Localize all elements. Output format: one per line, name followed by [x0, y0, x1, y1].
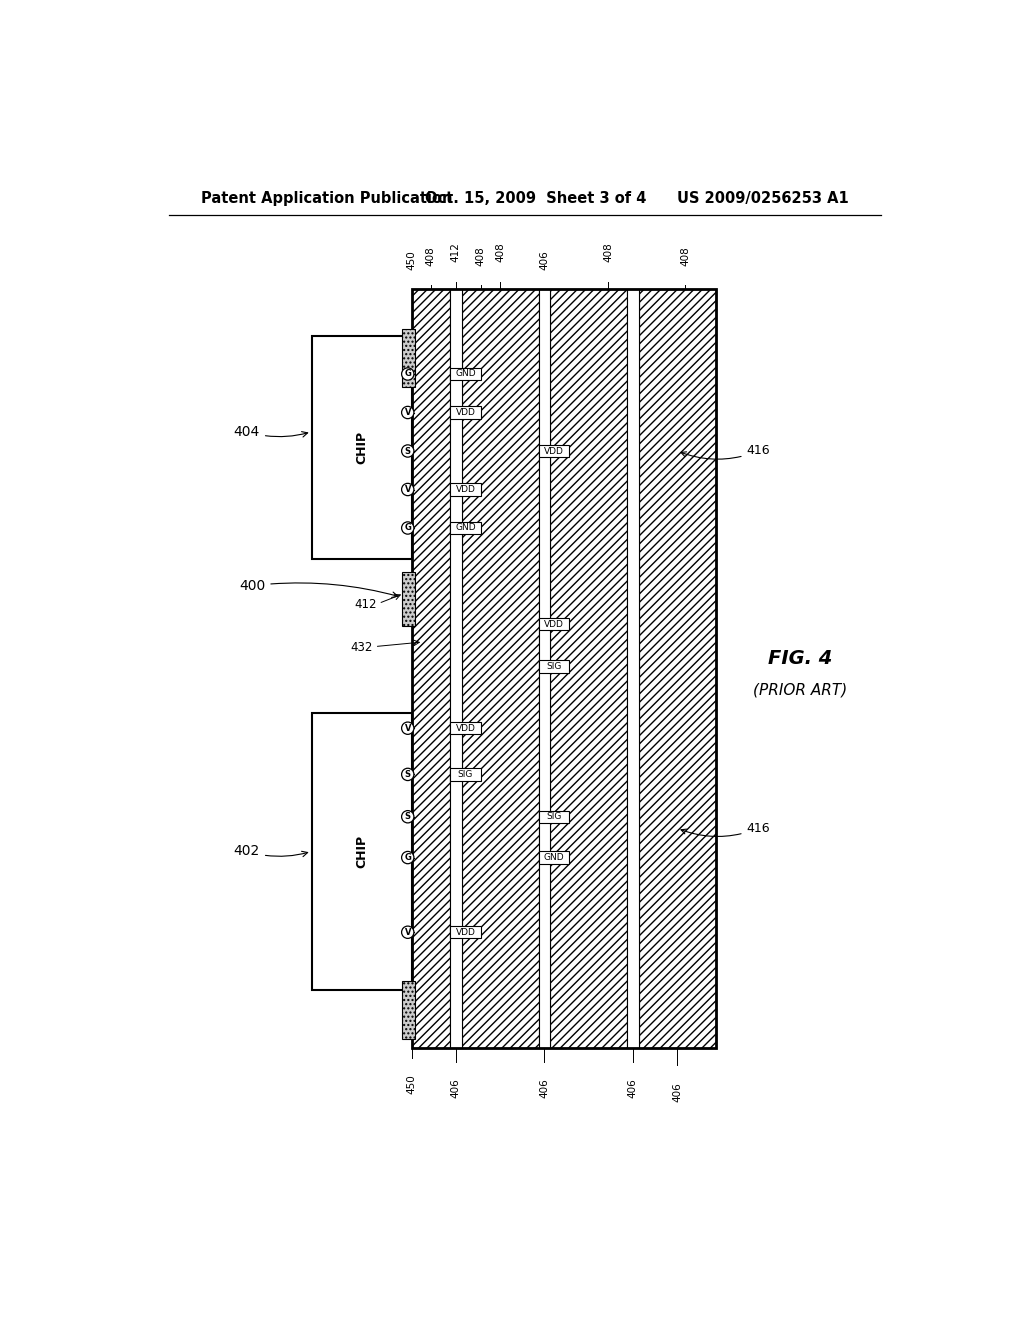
- Bar: [539, 445, 569, 457]
- Bar: [451, 407, 481, 418]
- Text: US 2009/0256253 A1: US 2009/0256253 A1: [677, 191, 849, 206]
- Bar: [451, 289, 462, 1048]
- Text: Oct. 15, 2009  Sheet 3 of 4: Oct. 15, 2009 Sheet 3 of 4: [425, 191, 646, 206]
- Text: 416: 416: [681, 445, 770, 459]
- Text: V: V: [404, 723, 411, 733]
- Circle shape: [401, 483, 414, 495]
- Text: 416: 416: [681, 822, 770, 837]
- Text: (PRIOR ART): (PRIOR ART): [754, 682, 848, 697]
- Bar: [451, 768, 481, 780]
- Bar: [539, 810, 569, 822]
- Text: SIG: SIG: [547, 663, 562, 671]
- Circle shape: [401, 407, 414, 418]
- Bar: [628, 289, 639, 1048]
- Bar: [539, 289, 550, 1048]
- Text: GND: GND: [456, 524, 476, 532]
- Text: VDD: VDD: [456, 408, 475, 417]
- Bar: [451, 521, 481, 535]
- Text: 402: 402: [233, 845, 307, 858]
- Bar: [412, 289, 451, 1048]
- Text: VDD: VDD: [456, 484, 475, 494]
- Bar: [451, 368, 481, 380]
- Text: 450: 450: [407, 251, 417, 271]
- Text: 404: 404: [233, 425, 307, 438]
- Circle shape: [401, 768, 414, 780]
- Bar: [311, 335, 412, 558]
- Bar: [462, 289, 539, 1048]
- Text: V: V: [404, 928, 411, 937]
- Text: Patent Application Publication: Patent Application Publication: [202, 191, 453, 206]
- Text: G: G: [404, 853, 412, 862]
- Text: 412: 412: [354, 598, 377, 611]
- Bar: [451, 722, 481, 734]
- Text: 408: 408: [680, 247, 690, 267]
- Circle shape: [401, 851, 414, 863]
- Bar: [401, 330, 416, 387]
- Bar: [539, 618, 569, 631]
- Text: 408: 408: [496, 243, 505, 263]
- Text: 406: 406: [451, 1078, 461, 1098]
- Text: V: V: [404, 484, 411, 494]
- Text: CHIP: CHIP: [355, 834, 368, 869]
- Bar: [412, 289, 716, 1048]
- Bar: [539, 851, 569, 863]
- Text: S: S: [404, 812, 411, 821]
- Bar: [539, 660, 569, 673]
- Circle shape: [401, 445, 414, 457]
- Text: SIG: SIG: [458, 770, 473, 779]
- Text: FIG. 4: FIG. 4: [768, 649, 833, 668]
- Text: 406: 406: [673, 1082, 682, 1102]
- Text: 408: 408: [603, 243, 613, 263]
- Text: VDD: VDD: [544, 620, 564, 628]
- Text: 400: 400: [239, 578, 397, 598]
- Text: G: G: [404, 370, 412, 379]
- Text: 408: 408: [476, 247, 486, 267]
- Bar: [451, 483, 481, 496]
- Text: VDD: VDD: [544, 446, 564, 455]
- Bar: [639, 289, 716, 1048]
- Text: 412: 412: [451, 243, 461, 263]
- Text: 414: 414: [350, 964, 373, 977]
- Text: S: S: [404, 770, 411, 779]
- Text: V: V: [404, 408, 411, 417]
- Circle shape: [401, 521, 414, 535]
- Text: 432: 432: [351, 640, 373, 653]
- Bar: [550, 289, 628, 1048]
- Bar: [401, 981, 416, 1039]
- Text: 408: 408: [426, 247, 436, 267]
- Circle shape: [401, 722, 414, 734]
- Bar: [451, 927, 481, 939]
- Text: 450: 450: [407, 1074, 417, 1094]
- Text: 406: 406: [628, 1078, 638, 1098]
- Circle shape: [401, 368, 414, 380]
- Bar: [401, 572, 416, 626]
- Text: G: G: [404, 524, 412, 532]
- Text: CHIP: CHIP: [355, 430, 368, 463]
- Text: SIG: SIG: [547, 812, 562, 821]
- Circle shape: [401, 927, 414, 939]
- Text: 406: 406: [539, 1078, 549, 1098]
- Text: S: S: [404, 446, 411, 455]
- Text: VDD: VDD: [456, 723, 475, 733]
- Circle shape: [401, 810, 414, 822]
- Bar: [311, 713, 412, 990]
- Text: 406: 406: [539, 251, 549, 271]
- Text: GND: GND: [456, 370, 476, 379]
- Text: GND: GND: [544, 853, 564, 862]
- Text: VDD: VDD: [456, 928, 475, 937]
